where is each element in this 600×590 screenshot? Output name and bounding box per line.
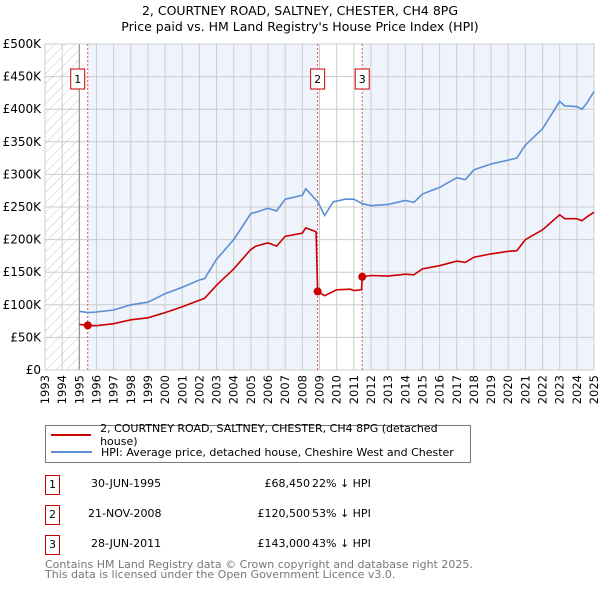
footer-licence: This data is licensed under the Open Gov… <box>45 568 396 581</box>
y-tick-label: £50K <box>10 330 42 344</box>
x-tick-label: 2019 <box>484 375 498 404</box>
x-tick-label: 2002 <box>192 375 206 404</box>
x-tick-label: 2024 <box>570 375 584 404</box>
x-tick-label: 2006 <box>261 375 275 404</box>
legend-swatch-blue <box>51 451 92 453</box>
x-tick-label: 2007 <box>278 375 292 404</box>
sale-date: 28-JUN-2011 <box>91 537 162 550</box>
marker-badge: 2 <box>45 505 60 525</box>
table-row: 3 28-JUN-2011 £143,000 43% ↓ HPI <box>45 535 445 555</box>
sale-label-box <box>310 68 326 90</box>
x-tick-label: 1996 <box>89 375 103 404</box>
legend-item-property: 2, COURTNEY ROAD, SALTNEY, CHESTER, CH4 … <box>51 422 470 448</box>
chart-title: 2, COURTNEY ROAD, SALTNEY, CHESTER, CH4 … <box>141 3 459 18</box>
x-tick-label: 2025 <box>587 375 600 404</box>
legend-swatch-red <box>51 434 92 436</box>
property-price-line <box>79 211 595 327</box>
x-tick-label: 2020 <box>501 375 515 404</box>
y-tick-label: £200K <box>3 233 43 247</box>
sale-price: £143,000 <box>257 537 311 550</box>
marker-badge: 1 <box>45 475 60 495</box>
sale-point <box>358 272 367 281</box>
sale-label: 2 <box>314 73 321 86</box>
x-tick-label: 2017 <box>450 375 464 404</box>
sale-price: £68,450 <box>264 477 311 490</box>
x-tick-label: 2018 <box>467 375 481 404</box>
x-tick-label: 1994 <box>55 375 69 404</box>
y-tick-label: £0 <box>26 363 41 377</box>
chart-subtitle: Price paid vs. HM Land Registry's House … <box>121 19 479 34</box>
x-tick-label: 1997 <box>107 375 121 404</box>
x-tick-label: 2014 <box>398 375 412 404</box>
hpi-line <box>79 91 595 314</box>
x-tick-label: 1998 <box>124 375 138 404</box>
x-tick-label: 1995 <box>72 375 86 404</box>
x-tick-label: 2011 <box>347 375 361 404</box>
footer: Contains HM Land Registry data © Crown c… <box>45 558 473 581</box>
x-tick-label: 2005 <box>244 375 258 404</box>
y-tick-label: £350K <box>3 135 43 149</box>
sale-label-box <box>354 68 370 90</box>
sale-date: 30-JUN-1995 <box>91 477 162 490</box>
x-tick-label: 2023 <box>553 375 567 404</box>
sale-label-box <box>70 68 86 90</box>
sale-date: 21-NOV-2008 <box>88 507 162 520</box>
x-tick-label: 2010 <box>330 375 344 404</box>
hpi-diff: 43% ↓ HPI <box>312 537 371 550</box>
x-tick-label: 2021 <box>518 375 532 404</box>
y-tick-label: £300K <box>3 167 43 181</box>
legend: 2, COURTNEY ROAD, SALTNEY, CHESTER, CH4 … <box>45 422 471 463</box>
plot-border <box>44 43 595 371</box>
price-chart: 1993 1994 1995 1996 1997 1998 1999 2000 2001 2002… <box>3 37 600 404</box>
footer-copyright: Contains HM Land Registry data © Crown c… <box>45 558 473 571</box>
sale-label: 1 <box>74 73 81 86</box>
x-tick-label: 1999 <box>141 375 155 404</box>
x-tick-label: 2013 <box>381 375 395 404</box>
hpi-diff: 53% ↓ HPI <box>312 507 371 520</box>
legend-item-hpi: HPI: Average price, detached house, Ches… <box>51 444 454 460</box>
x-tick-label: 2015 <box>415 375 429 404</box>
x-tick-label: 2001 <box>175 375 189 404</box>
x-tick-label: 2012 <box>364 375 378 404</box>
x-tick-label: 2009 <box>313 375 327 404</box>
y-tick-label: £400K <box>3 102 43 116</box>
x-tick-label: 2016 <box>433 375 447 404</box>
legend-label: 2, COURTNEY ROAD, SALTNEY, CHESTER, CH4 … <box>100 422 438 448</box>
y-tick-label: £100K <box>3 298 43 312</box>
sale-label: 3 <box>359 73 366 86</box>
table-row: 2 21-NOV-2008 £120,500 53% ↓ HPI <box>45 505 445 525</box>
x-tick-label: 2003 <box>210 375 224 404</box>
table-row: 1 30-JUN-1995 £68,450 22% ↓ HPI <box>45 475 445 495</box>
x-tick-label: 2008 <box>295 375 309 404</box>
sale-point <box>83 321 92 330</box>
sale-price: £120,500 <box>257 507 311 520</box>
y-tick-label: £500K <box>3 37 43 51</box>
hpi-diff: 22% ↓ HPI <box>312 477 371 490</box>
y-tick-label: £450K <box>3 70 43 84</box>
x-tick-label: 2004 <box>227 375 241 404</box>
x-tick-label: 2000 <box>158 375 172 404</box>
legend-label: HPI: Average price, detached house, Ches… <box>101 445 454 459</box>
y-tick-label: £250K <box>3 200 43 214</box>
x-tick-label: 1993 <box>38 375 52 404</box>
y-tick-label: £150K <box>3 265 43 279</box>
sale-point <box>313 287 322 296</box>
marker-badge: 3 <box>45 535 60 555</box>
x-tick-label: 2022 <box>536 375 550 404</box>
